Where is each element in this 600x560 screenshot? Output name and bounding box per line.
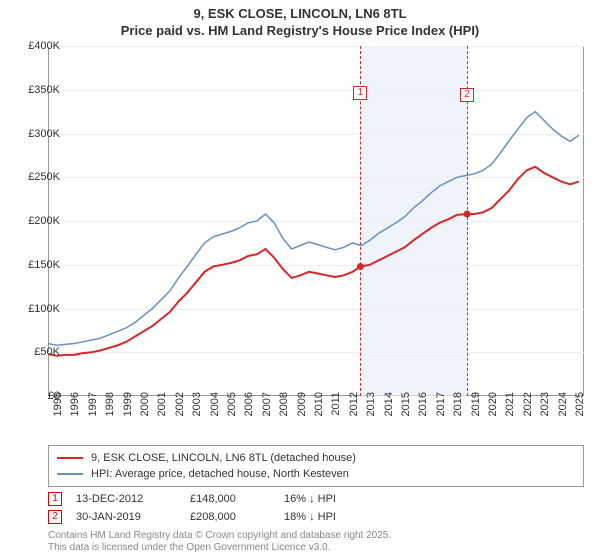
footer-line: This data is licensed under the Open Gov… [48,542,391,554]
x-tick-label: 2024 [557,392,569,432]
x-tick-label: 1995 [52,392,64,432]
title-subtitle: Price paid vs. HM Land Registry's House … [0,23,600,38]
x-tick-label: 1998 [104,392,116,432]
chart-svg [48,46,584,396]
x-tick-label: 2004 [209,392,221,432]
sale-row: 2 30-JAN-2019 £208,000 18% ↓ HPI [48,508,584,526]
legend-row: 9, ESK CLOSE, LINCOLN, LN6 8TL (detached… [57,450,575,466]
x-tick-label: 2009 [296,392,308,432]
x-tick-label: 2025 [574,392,586,432]
footer-line: Contains HM Land Registry data © Crown c… [48,530,391,542]
title-block: 9, ESK CLOSE, LINCOLN, LN6 8TL Price pai… [0,0,600,38]
legend-label: HPI: Average price, detached house, Nort… [91,468,349,480]
y-tick-label: £150K [28,259,60,271]
x-tick-label: 2012 [348,392,360,432]
y-tick-label: £300K [28,128,60,140]
sale-badge-icon: 1 [48,492,62,506]
x-tick-label: 2010 [313,392,325,432]
y-tick-label: £200K [28,215,60,227]
y-tick-label: £100K [28,303,60,315]
x-tick-label: 2019 [470,392,482,432]
x-tick-label: 2015 [400,392,412,432]
x-tick-label: 2006 [243,392,255,432]
series-line-hpi [48,112,579,346]
x-tick-label: 2001 [156,392,168,432]
x-tick-label: 2011 [330,392,342,432]
y-tick-label: £50K [34,346,60,358]
legend-swatch-icon [57,457,83,459]
x-tick-label: 2021 [504,392,516,432]
sale-badge-icon: 2 [48,510,62,524]
y-tick-label: £250K [28,171,60,183]
reference-badge-icon: 2 [460,88,474,102]
sales-table: 1 13-DEC-2012 £148,000 16% ↓ HPI 2 30-JA… [48,490,584,526]
y-tick-label: £350K [28,84,60,96]
reference-badge-icon: 1 [353,86,367,100]
x-tick-label: 2002 [174,392,186,432]
sale-date: 13-DEC-2012 [76,493,176,505]
x-tick-label: 2018 [452,392,464,432]
x-tick-label: 2014 [383,392,395,432]
legend-box: 9, ESK CLOSE, LINCOLN, LN6 8TL (detached… [48,445,584,487]
x-tick-label: 2008 [278,392,290,432]
sale-date: 30-JAN-2019 [76,511,176,523]
sale-row: 1 13-DEC-2012 £148,000 16% ↓ HPI [48,490,584,508]
sale-delta: 16% ↓ HPI [284,493,384,505]
legend-row: HPI: Average price, detached house, Nort… [57,466,575,482]
x-tick-label: 2017 [435,392,447,432]
x-tick-label: 1997 [87,392,99,432]
x-tick-label: 2005 [226,392,238,432]
legend-label: 9, ESK CLOSE, LINCOLN, LN6 8TL (detached… [91,452,356,464]
sale-delta: 18% ↓ HPI [284,511,384,523]
sale-price: £208,000 [190,511,270,523]
legend-swatch-icon [57,473,83,475]
sale-price: £148,000 [190,493,270,505]
y-tick-label: £400K [28,40,60,52]
x-tick-label: 1999 [122,392,134,432]
footer-attribution: Contains HM Land Registry data © Crown c… [48,530,391,554]
x-tick-label: 1996 [69,392,81,432]
chart-area: 12 [48,46,584,396]
x-tick-label: 2000 [139,392,151,432]
title-address: 9, ESK CLOSE, LINCOLN, LN6 8TL [0,6,600,21]
x-tick-label: 2022 [522,392,534,432]
x-tick-label: 2016 [417,392,429,432]
x-tick-label: 2013 [365,392,377,432]
x-tick-label: 2007 [261,392,273,432]
x-tick-label: 2023 [539,392,551,432]
x-tick-label: 2003 [191,392,203,432]
x-tick-label: 2020 [487,392,499,432]
chart-container: 9, ESK CLOSE, LINCOLN, LN6 8TL Price pai… [0,0,600,560]
